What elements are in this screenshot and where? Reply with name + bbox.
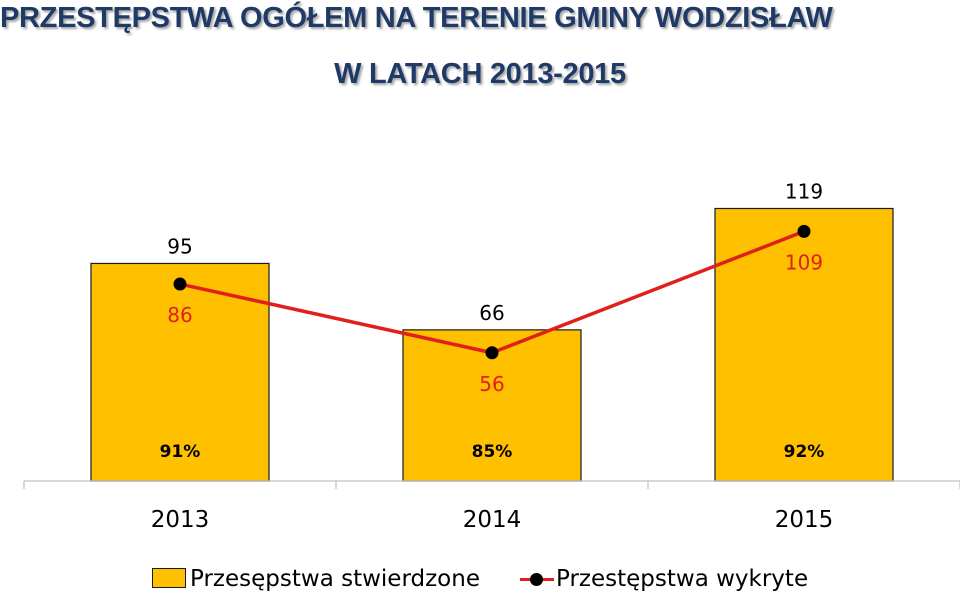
rate-label-2013: 91% xyxy=(160,442,201,462)
line-point-2015 xyxy=(797,224,811,238)
legend-label-line: Przestępstwa wykryte xyxy=(556,566,809,592)
legend-item-line: Przestępstwa wykryte xyxy=(520,566,808,592)
line-value-label-2013: 86 xyxy=(167,303,192,327)
rate-label-2014: 85% xyxy=(472,442,513,462)
legend-swatch-bar xyxy=(152,568,186,588)
x-tick-label-2014: 2014 xyxy=(463,507,522,533)
x-tick-label-2015: 2015 xyxy=(775,507,834,533)
bar-value-label-2014: 66 xyxy=(479,301,504,325)
x-axis xyxy=(23,480,960,489)
chart-title-line-2: W LATACH 2013-2015 xyxy=(334,58,626,90)
bar-2015 xyxy=(714,207,894,482)
line-value-label-2014: 56 xyxy=(479,372,504,396)
legend-swatch-line xyxy=(520,570,554,588)
line-series-layer xyxy=(173,224,811,360)
line-point-2013 xyxy=(173,277,187,291)
bars-layer xyxy=(90,207,894,482)
x-tick-label-2013: 2013 xyxy=(151,507,210,533)
line-value-label-2015: 109 xyxy=(785,250,823,274)
chart-title-line-1: PRZESTĘPSTWA OGÓŁEM NA TERENIE GMINY WOD… xyxy=(0,2,833,34)
line-point-2014 xyxy=(485,346,499,360)
legend-label-bars: Przesępstwa stwierdzone xyxy=(190,566,480,592)
rate-label-2015: 92% xyxy=(784,442,825,462)
bar-value-label-2015: 119 xyxy=(785,179,823,203)
labels-layer: 2013 2014 2015 95 66 119 86 56 109 91% 85% 92% xyxy=(151,179,834,533)
legend-item-bars: Przesępstwa stwierdzone xyxy=(152,566,480,592)
bar-value-label-2013: 95 xyxy=(167,234,192,258)
